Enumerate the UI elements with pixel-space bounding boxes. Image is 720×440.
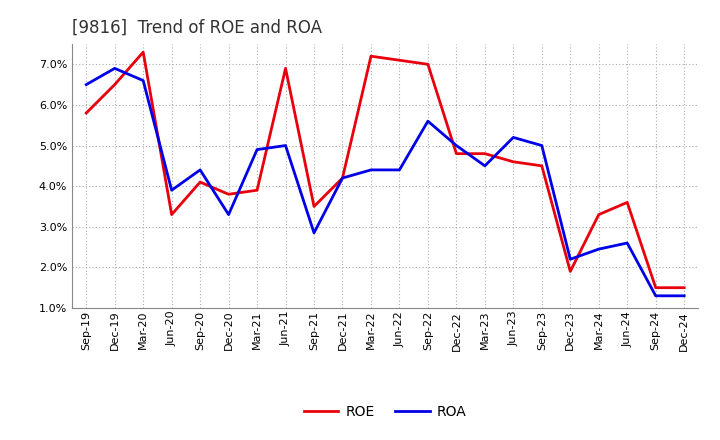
ROA: [196, 167, 204, 172]
Text: [9816]  Trend of ROE and ROA: [9816] Trend of ROE and ROA: [72, 19, 322, 37]
Line: ROA: ROA: [86, 68, 684, 296]
ROA: [652, 293, 660, 298]
ROA: [82, 82, 91, 87]
ROA: [480, 163, 489, 169]
ROA: [282, 143, 290, 148]
ROA: [167, 187, 176, 193]
ROE: [82, 110, 91, 116]
ROA: [452, 143, 461, 148]
ROE: [139, 49, 148, 55]
ROE: [452, 151, 461, 156]
ROE: [595, 212, 603, 217]
ROE: [423, 62, 432, 67]
ROE: [509, 159, 518, 165]
ROA: [423, 118, 432, 124]
ROE: [110, 82, 119, 87]
ROA: [225, 212, 233, 217]
ROA: [110, 66, 119, 71]
ROA: [253, 147, 261, 152]
ROA: [366, 167, 375, 172]
ROA: [595, 246, 603, 252]
ROE: [537, 163, 546, 169]
ROA: [509, 135, 518, 140]
ROE: [225, 192, 233, 197]
ROE: [310, 204, 318, 209]
Line: ROE: ROE: [86, 52, 684, 288]
ROA: [310, 230, 318, 235]
ROE: [566, 269, 575, 274]
ROE: [680, 285, 688, 290]
Legend: ROE, ROA: ROE, ROA: [298, 400, 472, 425]
ROE: [395, 58, 404, 63]
ROE: [366, 54, 375, 59]
ROA: [566, 257, 575, 262]
ROE: [253, 187, 261, 193]
ROA: [395, 167, 404, 172]
ROE: [196, 180, 204, 185]
ROA: [623, 240, 631, 246]
ROA: [139, 78, 148, 83]
ROE: [480, 151, 489, 156]
ROE: [282, 66, 290, 71]
ROE: [652, 285, 660, 290]
ROA: [338, 176, 347, 181]
ROE: [167, 212, 176, 217]
ROA: [680, 293, 688, 298]
ROE: [623, 200, 631, 205]
ROE: [338, 176, 347, 181]
ROA: [537, 143, 546, 148]
